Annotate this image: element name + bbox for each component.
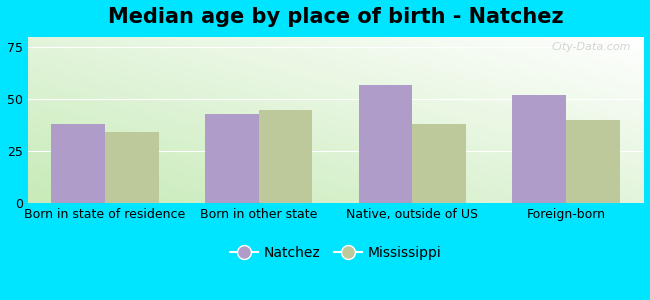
Bar	[566, 120, 620, 203]
Bar	[205, 114, 259, 203]
Bar	[259, 110, 313, 203]
Bar	[51, 124, 105, 203]
Bar	[512, 95, 566, 203]
Bar	[105, 132, 159, 203]
Legend: Natchez, Mississippi: Natchez, Mississippi	[224, 241, 447, 266]
Bar	[359, 85, 412, 203]
Text: City-Data.com: City-Data.com	[551, 42, 630, 52]
Title: Median age by place of birth - Natchez: Median age by place of birth - Natchez	[108, 7, 564, 27]
Bar	[412, 124, 466, 203]
